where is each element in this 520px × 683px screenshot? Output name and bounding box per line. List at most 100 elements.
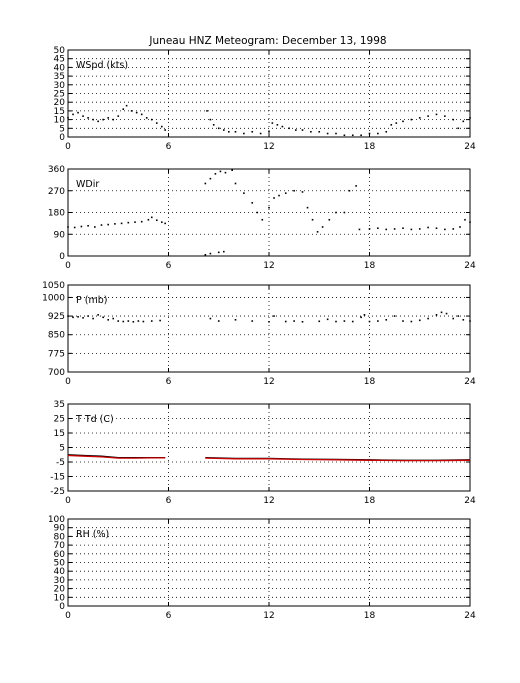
y-tick-label: 0 — [59, 252, 65, 262]
data-point — [82, 115, 84, 117]
panel-label: WSpd (kts) — [76, 60, 128, 71]
data-point — [273, 315, 275, 317]
data-point — [132, 320, 135, 323]
data-point — [335, 211, 337, 214]
data-point — [67, 315, 69, 317]
data-point — [464, 218, 466, 221]
y-tick-label: 10 — [54, 593, 66, 603]
y-tick-label: 850 — [48, 331, 65, 341]
data-point — [117, 320, 120, 322]
data-point — [377, 132, 379, 135]
data-point — [125, 104, 128, 107]
data-point — [301, 320, 304, 323]
y-tick-label: 700 — [48, 368, 65, 378]
x-tick-label: 12 — [263, 377, 274, 387]
data-point — [284, 320, 287, 323]
y-tick-label: 15 — [54, 107, 65, 117]
data-point — [452, 118, 455, 121]
y-tick-label: 25 — [54, 90, 65, 100]
data-point — [295, 129, 297, 131]
data-point — [301, 191, 304, 193]
panel-wdir: 0 6 12 18 24 0 90 180 270 360 WDir — [48, 165, 476, 271]
data-point — [271, 122, 274, 124]
data-point — [127, 221, 130, 224]
x-tick-label: 24 — [464, 142, 476, 152]
data-point — [161, 221, 163, 223]
data-point — [306, 206, 309, 209]
data-point — [251, 130, 254, 133]
data-point — [122, 320, 125, 323]
data-point — [268, 130, 270, 133]
y-tick-label: 20 — [54, 585, 66, 595]
data-point — [120, 222, 123, 225]
data-point — [273, 197, 275, 199]
data-point — [402, 120, 404, 123]
data-point — [67, 117, 69, 119]
data-point — [452, 317, 455, 320]
data-point — [92, 118, 94, 121]
data-point — [444, 115, 446, 117]
x-tick-label: 12 — [263, 496, 274, 506]
x-tick-label: 0 — [65, 496, 71, 506]
data-point — [259, 132, 262, 135]
data-point — [326, 132, 329, 135]
x-tick-label: 12 — [263, 611, 274, 621]
x-tick-label: 0 — [65, 377, 71, 387]
data-point — [360, 134, 362, 137]
data-point — [368, 132, 371, 135]
y-tick-label: 270 — [48, 187, 65, 197]
x-tick-label: 18 — [364, 261, 376, 271]
data-point — [87, 315, 89, 317]
x-tick-label: 0 — [65, 142, 71, 152]
data-point — [368, 320, 371, 323]
data-point — [351, 134, 354, 137]
data-point — [219, 170, 222, 173]
data-point — [410, 228, 413, 231]
x-tick-label: 6 — [166, 496, 172, 506]
data-point — [234, 130, 237, 133]
data-point — [147, 218, 150, 221]
data-point — [363, 314, 366, 316]
data-point — [234, 319, 237, 321]
y-tick-label: 20 — [54, 98, 66, 108]
data-point — [77, 316, 79, 318]
y-tick-label: 40 — [54, 63, 66, 73]
data-point — [316, 231, 319, 233]
data-point — [130, 110, 133, 112]
data-point — [427, 226, 429, 229]
x-tick-label: 24 — [464, 611, 476, 621]
y-tick-label: 360 — [48, 165, 65, 175]
data-point — [293, 320, 295, 322]
data-point — [427, 317, 429, 320]
x-tick-label: 6 — [166, 142, 172, 152]
data-point — [256, 211, 259, 214]
x-tick-label: 6 — [166, 377, 172, 387]
data-point — [204, 182, 207, 185]
data-point — [328, 218, 331, 221]
data-point — [140, 113, 143, 116]
data-point — [462, 319, 465, 321]
y-tick-label: 5 — [59, 124, 65, 134]
y-tick-label: 90 — [54, 524, 66, 534]
y-tick-label: 50 — [54, 46, 66, 56]
data-point — [67, 226, 69, 228]
data-point — [77, 111, 79, 114]
x-tick-label: 18 — [364, 611, 376, 621]
data-point — [343, 134, 346, 137]
data-point — [377, 227, 379, 230]
data-point — [217, 251, 220, 254]
y-tick-label: 5 — [59, 444, 65, 454]
data-point — [164, 222, 166, 225]
data-point — [214, 173, 217, 175]
y-tick-label: 775 — [48, 349, 65, 359]
data-point — [142, 320, 145, 323]
data-point — [402, 227, 404, 230]
data-point — [440, 311, 443, 314]
data-point — [73, 226, 76, 229]
data-point — [224, 171, 227, 174]
y-tick-label: -5 — [56, 458, 65, 468]
data-point — [234, 182, 237, 185]
data-point — [80, 225, 83, 228]
